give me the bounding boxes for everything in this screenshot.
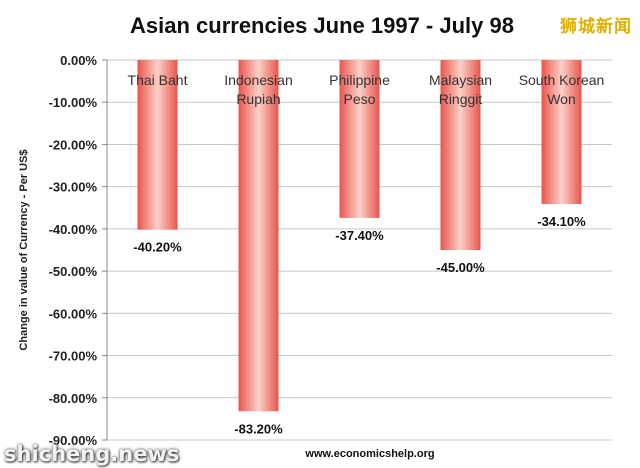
data-label: -45.00% [436,260,485,275]
data-label: -37.40% [335,228,384,243]
y-tick-label: -90.00% [49,433,98,448]
y-tick-label: -10.00% [49,95,98,110]
category-label: South Korean [519,72,605,88]
category-label: Malaysian [429,72,492,88]
chart-title: Asian currencies June 1997 - July 98 [130,13,514,38]
data-label: -83.20% [234,421,283,436]
category-label: Rupiah [236,91,280,107]
category-label: Philippine [329,72,390,88]
category-label: Indonesian [224,72,293,88]
category-label: Won [547,91,576,107]
category-label: Thai Baht [128,72,188,88]
category-label: Ringgit [439,91,483,107]
y-tick-label: -40.00% [49,222,98,237]
y-tick-label: -20.00% [49,137,98,152]
watermark-en: shicheng.news [4,442,180,466]
y-tick-label: -70.00% [49,349,98,364]
category-label: Peso [344,91,376,107]
labels: -40.20% Thai Baht -83.20% Indonesian Rupiah -… [128,72,605,436]
watermark-cn: 狮城新闻 [560,17,632,37]
bar [137,60,178,230]
y-axis-title: Change in value of Currency - Per US$ [18,149,30,350]
y-tick-label: -50.00% [49,264,98,279]
data-label: -34.10% [537,214,586,229]
y-axis: 0.00% -10.00% -20.00% -30.00% -40.00% -50.00%… [49,53,108,448]
gridlines [107,59,612,441]
y-tick-label: 0.00% [60,53,97,68]
data-label: -40.20% [133,240,182,255]
bar [339,60,380,218]
y-tick-label: -30.00% [49,180,98,195]
y-tick-label: -80.00% [49,391,98,406]
bars [137,60,582,412]
bar [238,60,279,412]
bar [541,60,582,204]
source-credit: www.economicshelp.org [304,448,434,460]
y-tick-label: -60.00% [49,306,98,321]
bar [440,60,481,250]
